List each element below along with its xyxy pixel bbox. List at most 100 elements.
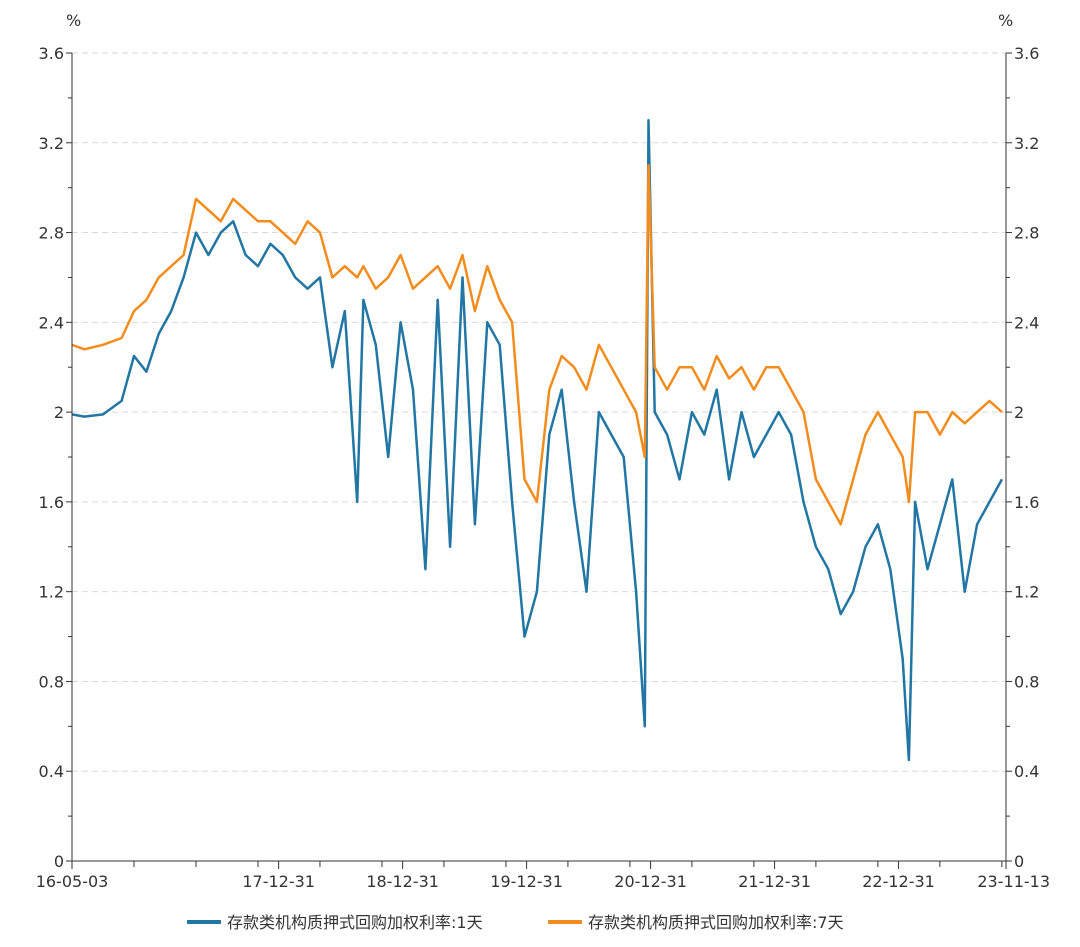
data-point-7day — [83, 348, 85, 350]
data-point-7day — [294, 243, 296, 245]
data-point-7day — [765, 366, 767, 368]
data-point-7day — [586, 389, 588, 391]
data-point-7day — [864, 434, 866, 436]
data-point-7day — [387, 276, 389, 278]
data-point-7day — [976, 411, 978, 413]
data-point-7day — [220, 220, 222, 222]
data-point-7day — [232, 198, 234, 200]
data-point-1day — [586, 591, 588, 593]
data-point-7day — [474, 310, 476, 312]
data-point-1day — [524, 636, 526, 638]
data-point-7day — [133, 310, 135, 312]
data-point-1day — [102, 413, 104, 415]
data-point-1day — [703, 434, 705, 436]
data-point-7day — [269, 220, 271, 222]
legend: 存款类机构质押式回购加权利率:1天 存款类机构质押式回购加权利率:7天 — [187, 913, 844, 932]
x-tick-label: 16-05-03 — [36, 872, 109, 891]
x-tick-label: 22-12-31 — [862, 872, 935, 891]
data-point-7day — [437, 265, 439, 267]
data-point-7day — [778, 366, 780, 368]
right-tick-label: 0 — [1014, 852, 1024, 871]
data-point-7day — [654, 366, 656, 368]
data-point-7day — [679, 366, 681, 368]
data-point-7day — [964, 422, 966, 424]
gridlines — [72, 52, 1006, 772]
data-point-7day — [121, 337, 123, 339]
data-point-1day — [474, 523, 476, 525]
data-point-1day — [462, 276, 464, 278]
right-tick-label: 2 — [1014, 403, 1024, 422]
data-point-7day — [939, 434, 941, 436]
data-point-1day — [790, 434, 792, 436]
left-unit-label: % — [66, 11, 81, 30]
data-point-1day — [282, 254, 284, 256]
left-tick-label: 2.8 — [39, 224, 64, 243]
data-point-7day — [753, 389, 755, 391]
data-point-7day — [644, 456, 646, 458]
data-point-1day — [635, 591, 637, 593]
axes — [71, 53, 1007, 862]
data-point-1day — [400, 321, 402, 323]
data-point-7day — [728, 377, 730, 379]
data-point-1day — [864, 546, 866, 548]
data-point-7day — [926, 411, 928, 413]
data-point-1day — [951, 478, 953, 480]
data-point-7day — [307, 220, 309, 222]
data-point-7day — [902, 456, 904, 458]
data-point-1day — [133, 355, 135, 357]
data-point-1day — [648, 119, 650, 121]
data-point-1day — [232, 220, 234, 222]
data-point-7day — [462, 254, 464, 256]
data-point-7day — [486, 265, 488, 267]
data-point-7day — [716, 355, 718, 357]
left-tick-label: 1.6 — [39, 493, 64, 512]
data-point-1day — [827, 568, 829, 570]
data-point-7day — [598, 344, 600, 346]
data-point-7day — [536, 501, 538, 503]
data-point-1day — [387, 456, 389, 458]
data-point-7day — [741, 366, 743, 368]
data-point-1day — [902, 658, 904, 660]
data-point-1day — [741, 411, 743, 413]
left-tick-label: 0.8 — [39, 672, 64, 691]
data-point-1day — [939, 523, 941, 525]
data-point-1day — [331, 366, 333, 368]
data-point-1day — [307, 288, 309, 290]
data-point-1day — [121, 400, 123, 402]
data-point-1day — [486, 321, 488, 323]
data-point-1day — [499, 344, 501, 346]
data-point-7day — [344, 265, 346, 267]
left-tick-label: 3.2 — [39, 134, 64, 153]
data-point-7day — [889, 434, 891, 436]
legend-label-1day: 存款类机构质押式回购加权利率:1天 — [227, 913, 483, 932]
data-point-1day — [914, 501, 916, 503]
left-tick-label: 1.2 — [39, 583, 64, 602]
data-point-1day — [424, 568, 426, 570]
data-point-7day — [511, 321, 513, 323]
data-point-1day — [449, 546, 451, 548]
data-point-1day — [644, 725, 646, 727]
right-tick-label: 1.6 — [1014, 493, 1039, 512]
data-point-7day — [449, 288, 451, 290]
data-point-1day — [294, 276, 296, 278]
data-point-7day — [1001, 411, 1003, 413]
data-point-1day — [988, 501, 990, 503]
data-point-1day — [207, 254, 209, 256]
data-point-1day — [245, 254, 247, 256]
data-point-1day — [195, 232, 197, 234]
left-y-ticks: 0 0.4 0.8 1.2 1.6 2 2.4 2.8 3.2 3.6 — [39, 44, 72, 871]
data-point-7day — [691, 366, 693, 368]
series-line-1day — [71, 119, 1003, 762]
data-point-1day — [728, 478, 730, 480]
data-point-1day — [170, 310, 172, 312]
data-point-1day — [598, 411, 600, 413]
data-point-1day — [778, 411, 780, 413]
right-tick-label: 1.2 — [1014, 583, 1039, 602]
x-tick-label: 21-12-31 — [738, 872, 811, 891]
data-point-1day — [83, 416, 85, 418]
data-point-7day — [951, 411, 953, 413]
data-point-7day — [548, 389, 550, 391]
data-point-7day — [499, 299, 501, 301]
data-point-7day — [170, 265, 172, 267]
data-point-7day — [815, 478, 817, 480]
